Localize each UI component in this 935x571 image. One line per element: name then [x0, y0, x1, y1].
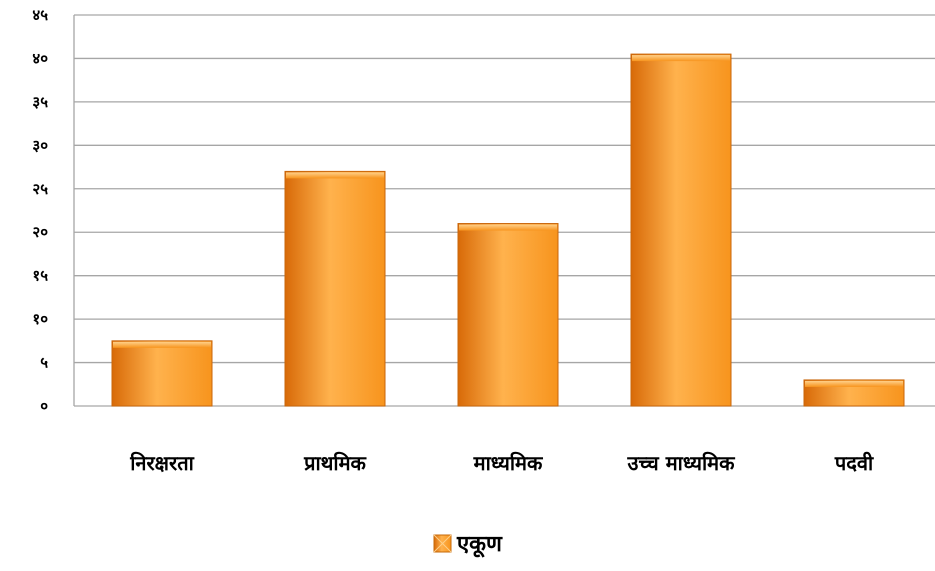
bar-highlight	[459, 224, 557, 231]
legend-label-ekun: एकूण	[456, 532, 503, 558]
y-tick-label: ३०	[32, 136, 48, 154]
bar	[111, 340, 213, 407]
x-axis-categories: निरक्षरता प्राथमिक माध्यमिक उच्च माध्यमिक पद…	[129, 451, 874, 475]
y-axis-ticks: ० ५ १० १५ २० २५ ३० ३५ ४० ४५	[32, 6, 48, 415]
x-category-label: निरक्षरता	[129, 451, 194, 475]
x-category-label: पदवी	[834, 451, 874, 475]
bar-body	[457, 223, 559, 407]
bar	[457, 223, 559, 407]
bar-body	[111, 340, 213, 407]
y-tick-label: ४५	[32, 6, 48, 24]
x-category-label: प्राथमिक	[303, 451, 367, 475]
y-tick-label: ५	[40, 354, 48, 372]
bar	[284, 170, 386, 407]
x-category-label: उच्च माध्यमिक	[627, 451, 737, 475]
y-tick-label: २०	[32, 223, 48, 241]
y-tick-label: १५	[32, 267, 48, 285]
y-tick-label: ४०	[32, 49, 48, 67]
bar	[630, 53, 732, 407]
y-tick-label: १०	[32, 310, 48, 328]
bar	[803, 379, 905, 407]
bars	[111, 53, 905, 407]
y-tick-label: ०	[40, 397, 48, 415]
x-category-label: माध्यमिक	[473, 451, 544, 475]
y-tick-label: ३५	[32, 93, 48, 111]
bar-highlight	[632, 55, 730, 62]
bar-highlight	[286, 172, 384, 179]
bar-highlight	[113, 341, 211, 348]
bar-body	[284, 170, 386, 407]
bar-highlight	[805, 380, 903, 387]
bar-body	[630, 53, 732, 407]
legend: एकूण	[433, 532, 503, 558]
y-tick-label: २५	[32, 180, 48, 198]
